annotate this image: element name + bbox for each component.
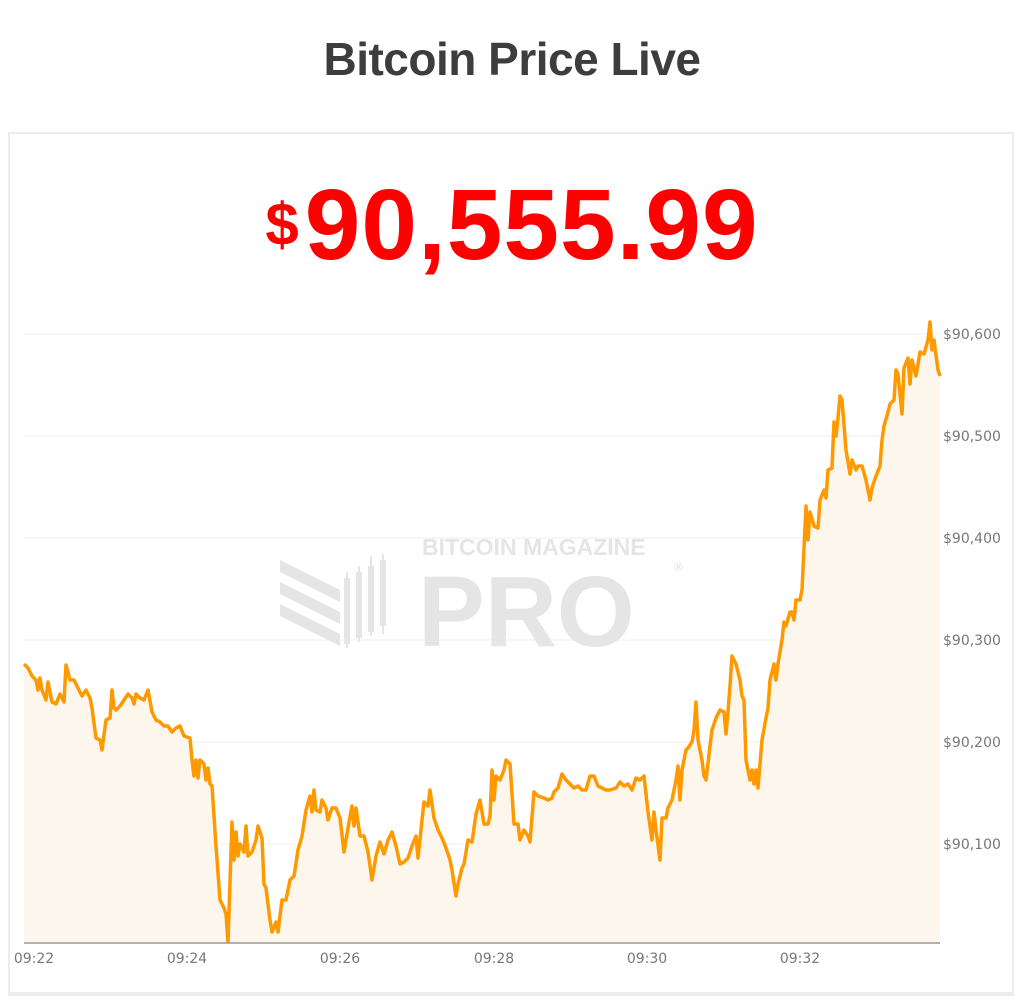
x-tick-label: 09:28	[474, 951, 514, 967]
y-tick-label: $90,100	[943, 837, 1001, 853]
watermark-line1: BITCOIN MAGAZINE	[422, 534, 646, 560]
price-value: 90,555.99	[304, 169, 759, 281]
x-tick-label: 09:30	[627, 951, 667, 967]
y-tick-label: $90,400	[943, 531, 1001, 547]
y-axis-labels: $90,100 $90,200 $90,300 $90,400 $90,500 $90,6…	[943, 327, 1001, 853]
watermark-line2: PRO	[418, 556, 635, 668]
current-price: $90,555.99	[0, 168, 1024, 283]
price-line[interactable]	[22, 320, 942, 944]
watermark-logo: BITCOIN MAGAZINE PRO ®	[280, 534, 683, 668]
x-axis-labels: 09:22 09:24 09:26 09:28 09:30 09:32	[14, 951, 820, 967]
currency-symbol: $	[265, 191, 299, 258]
bm-pro-logo-icon	[280, 554, 386, 648]
y-tick-label: $90,600	[943, 327, 1001, 343]
y-tick-label: $90,500	[943, 429, 1001, 445]
x-tick-label: 09:32	[780, 951, 820, 967]
x-tick-label: 09:24	[167, 951, 207, 967]
y-tick-label: $90,200	[943, 735, 1001, 751]
y-tick-label: $90,300	[943, 633, 1001, 649]
x-tick-label: 09:26	[320, 951, 360, 967]
x-tick-label: 09:22	[14, 951, 54, 967]
page-title: Bitcoin Price Live	[323, 33, 701, 85]
registered-mark: ®	[674, 560, 683, 574]
price-area-fill	[24, 322, 940, 943]
